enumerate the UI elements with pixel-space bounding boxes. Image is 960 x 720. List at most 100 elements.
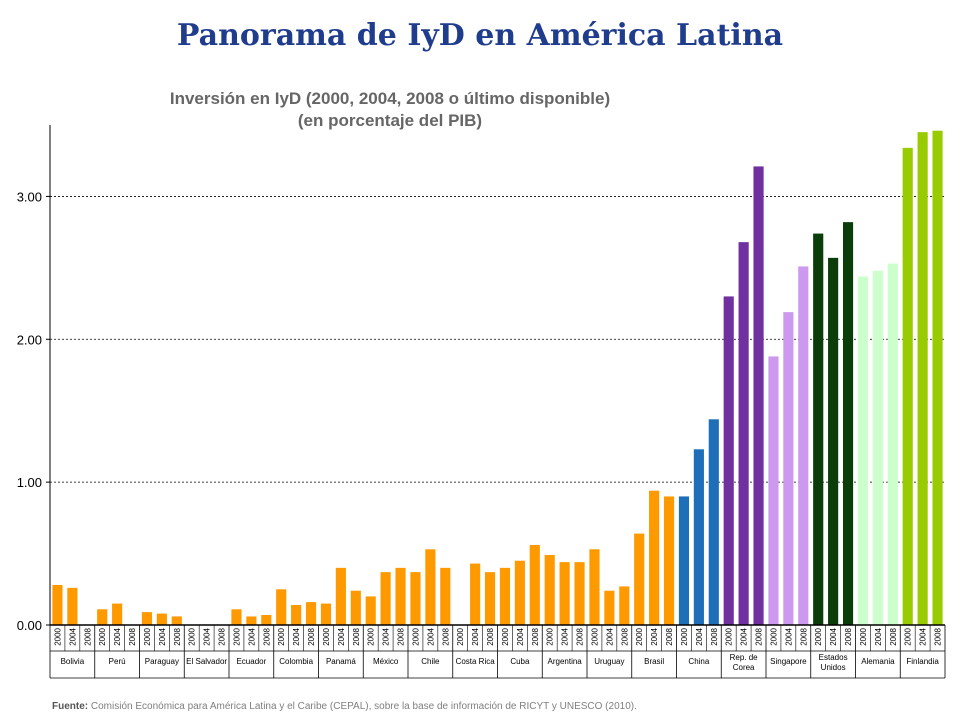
bar [828,257,839,625]
year-tick-label: 2008 [128,627,137,645]
bar [813,233,824,626]
bar [171,616,182,625]
bar [395,567,406,625]
year-tick-label: 2000 [411,627,420,645]
category-label: Brasil [644,657,664,666]
bar [291,605,302,625]
year-tick-label: 2008 [710,627,719,645]
year-tick-label: 2008 [799,627,808,645]
category-label: El Salvador [186,657,227,666]
year-tick-label: 2000 [232,627,241,645]
year-tick-label: 2000 [635,627,644,645]
category-label: Chile [421,657,440,666]
year-tick-label: 2004 [247,627,256,645]
bar [872,270,883,625]
year-tick-label: 2008 [755,627,764,645]
bar [649,490,660,625]
category-label: China [688,657,709,666]
year-tick-label: 2008 [83,627,92,645]
year-tick-label: 2000 [456,627,465,645]
year-tick-label: 2008 [262,627,271,645]
source-note: Fuente: Comisión Económica para América … [52,701,637,712]
bar [619,586,630,625]
chart-title: Inversión en IyD (2000, 2004, 2008 o últ… [169,89,611,108]
year-tick-label: 2004 [605,627,614,645]
category-label: Corea [733,663,755,672]
y-tick-label: 3.00 [17,189,42,204]
bar [857,276,869,625]
bar [693,449,704,625]
bar [514,560,525,625]
year-tick-label: 2000 [859,627,868,645]
bar [380,572,391,625]
bar [52,585,63,625]
year-tick-label: 2004 [784,627,793,645]
category-label: Finlandia [906,657,939,666]
year-tick-label: 2008 [620,627,629,645]
bar [335,567,346,625]
year-tick-label: 2000 [367,627,376,645]
bar [470,563,481,625]
bar [246,616,257,625]
category-label: Unidos [821,663,846,672]
year-tick-label: 2004 [874,627,883,645]
bar [753,166,764,625]
year-tick-label: 2004 [516,627,525,645]
year-tick-label: 2008 [441,627,450,645]
bar [484,572,496,625]
year-tick-label: 2008 [486,627,495,645]
year-tick-label: 2000 [814,627,823,645]
year-tick-label: 2000 [680,627,689,645]
bar [276,589,287,625]
bar [305,602,317,625]
bar [678,496,690,625]
year-tick-label: 2008 [352,627,361,645]
year-tick-label: 2008 [576,627,585,645]
year-tick-label: 2004 [426,627,435,645]
year-tick-label: 2004 [695,627,704,645]
bar [440,567,451,625]
year-tick-label: 2004 [337,627,346,645]
year-tick-label: 2004 [919,627,928,645]
category-label: Colombia [279,657,313,666]
year-tick-label: 2000 [546,627,555,645]
year-tick-label: 2004 [650,627,659,645]
bar [708,419,719,625]
category-label: Bolivia [61,657,85,666]
y-tick-label: 2.00 [17,332,42,347]
bar [887,263,898,625]
category-label: Rep. de [730,653,759,662]
bar [798,266,809,625]
year-tick-label: 2000 [904,627,913,645]
bar [261,615,272,625]
category-label: Ecuador [236,657,266,666]
category-label: Alemania [861,657,895,666]
bar [738,242,749,625]
year-tick-label: 2004 [561,627,570,645]
bar [634,533,645,625]
chart-title-block: Inversión en IyD (2000, 2004, 2008 o últ… [90,88,690,132]
category-label: Cuba [510,657,530,666]
bar [932,130,943,625]
year-tick-label: 2000 [277,627,286,645]
bar [917,132,928,625]
bar [425,549,436,625]
year-tick-label: 2000 [501,627,510,645]
category-label: Perú [109,657,126,666]
bar [410,572,421,625]
bar [499,567,511,625]
year-tick-label: 2008 [531,627,540,645]
year-tick-label: 2000 [769,627,778,645]
y-tick-label: 1.00 [17,475,42,490]
bar [529,545,540,625]
bar [783,312,794,625]
bar [97,609,108,625]
page-title: Panorama de IyD en América Latina [176,18,784,53]
year-tick-label: 2000 [322,627,331,645]
year-tick-label: 2000 [590,627,599,645]
year-tick-label: 2008 [173,627,182,645]
year-tick-label: 2000 [143,627,152,645]
year-tick-label: 2004 [68,627,77,645]
source-label: Fuente: [52,701,89,712]
bar [842,222,854,625]
